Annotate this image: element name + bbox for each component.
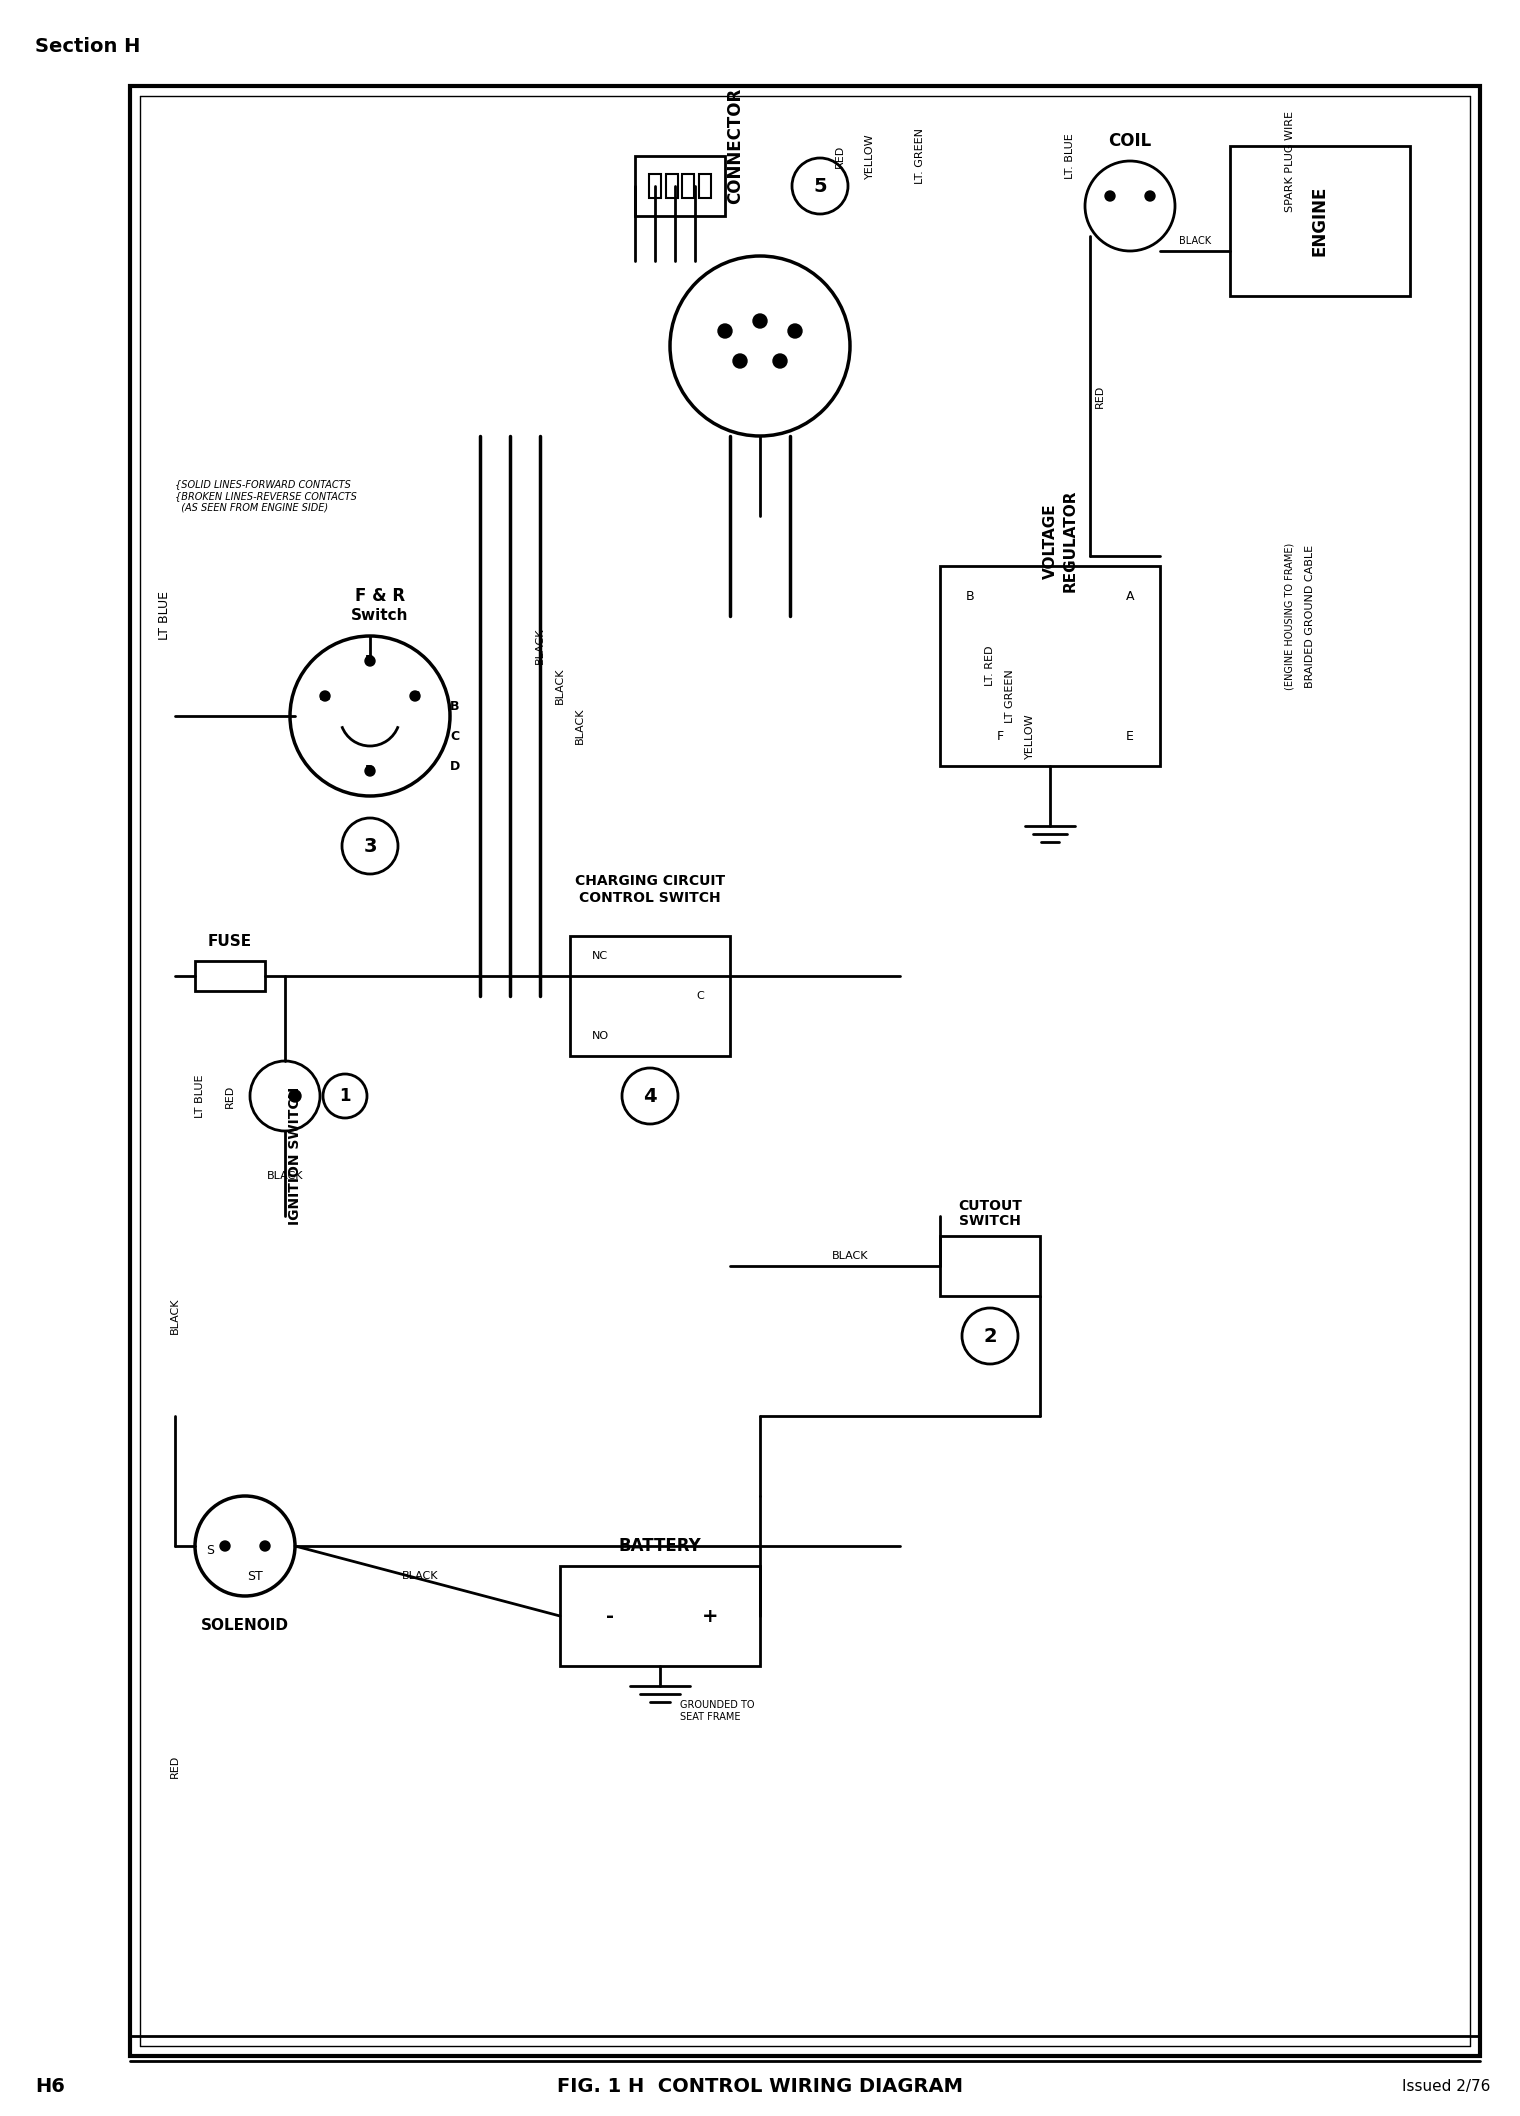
Text: BLACK: BLACK (555, 669, 565, 705)
Circle shape (717, 324, 733, 339)
Text: NC: NC (591, 950, 608, 961)
Text: Issued 2/76: Issued 2/76 (1401, 2078, 1490, 2093)
Bar (666, 174, 678, 199)
Circle shape (752, 313, 768, 328)
Text: BATTERY: BATTERY (619, 1536, 701, 1555)
Text: LT BLUE: LT BLUE (195, 1075, 205, 1117)
Text: YELLOW: YELLOW (865, 133, 876, 180)
Text: C: C (410, 690, 420, 703)
Text: FUSE: FUSE (208, 933, 252, 948)
Text: VOLTAGE: VOLTAGE (1043, 504, 1058, 580)
Text: ST: ST (248, 1570, 263, 1583)
Bar (649, 174, 661, 199)
Circle shape (365, 656, 375, 667)
Text: -: - (606, 1606, 614, 1625)
Text: BLACK: BLACK (535, 628, 546, 664)
Text: CUTOUT: CUTOUT (958, 1200, 1021, 1212)
Text: LT BLUE: LT BLUE (158, 592, 172, 641)
Text: A: A (1126, 590, 1134, 603)
Text: C: C (450, 730, 459, 743)
Text: SOLENOID: SOLENOID (201, 1619, 289, 1634)
Text: B: B (365, 654, 375, 667)
Bar (131, 87, 1480, 2057)
Text: 1: 1 (339, 1088, 351, 1105)
Text: BRAIDED GROUND CABLE: BRAIDED GROUND CABLE (1306, 544, 1315, 688)
Circle shape (787, 324, 803, 339)
Text: A: A (321, 690, 330, 703)
Bar (195, 961, 264, 990)
Text: H6: H6 (35, 2076, 65, 2095)
Circle shape (220, 1540, 230, 1551)
Text: Section H: Section H (35, 36, 140, 55)
Circle shape (365, 766, 375, 777)
Text: F: F (997, 730, 1003, 743)
Text: 4: 4 (643, 1086, 657, 1105)
Text: D: D (365, 764, 375, 777)
Text: RED: RED (1094, 385, 1105, 408)
Text: CONTROL SWITCH: CONTROL SWITCH (579, 891, 720, 906)
Text: FIG. 1 H  CONTROL WIRING DIAGRAM: FIG. 1 H CONTROL WIRING DIAGRAM (556, 2076, 964, 2095)
Text: BLACK: BLACK (575, 707, 585, 745)
Circle shape (289, 1090, 301, 1102)
Text: C: C (696, 990, 704, 1001)
Text: {SOLID LINES-FORWARD CONTACTS
{BROKEN LINES-REVERSE CONTACTS
  (AS SEEN FROM ENG: {SOLID LINES-FORWARD CONTACTS {BROKEN LI… (175, 480, 357, 512)
Bar (635, 157, 725, 216)
Text: LT. RED: LT. RED (985, 645, 996, 686)
Text: SWITCH: SWITCH (959, 1215, 1021, 1227)
Circle shape (733, 353, 746, 368)
Text: LT. BLUE: LT. BLUE (1066, 133, 1075, 180)
Circle shape (260, 1540, 271, 1551)
Text: ENGINE: ENGINE (1310, 186, 1328, 256)
Text: LT GREEN: LT GREEN (1005, 669, 1015, 724)
Text: B: B (965, 590, 974, 603)
Text: BLACK: BLACK (266, 1170, 304, 1181)
Circle shape (1105, 190, 1116, 201)
Bar (1230, 146, 1411, 296)
Bar (699, 174, 711, 199)
Text: (ENGINE HOUSING TO FRAME): (ENGINE HOUSING TO FRAME) (1284, 542, 1295, 690)
Text: Switch: Switch (351, 609, 409, 624)
Text: E: E (1126, 730, 1134, 743)
Text: CHARGING CIRCUIT: CHARGING CIRCUIT (575, 874, 725, 889)
Circle shape (410, 692, 420, 700)
Text: YELLOW: YELLOW (1024, 713, 1035, 760)
Text: COIL: COIL (1108, 131, 1152, 150)
Text: D: D (450, 760, 461, 772)
Text: F & R: F & R (356, 586, 404, 605)
Text: RED: RED (170, 1754, 179, 1777)
Text: S: S (207, 1545, 214, 1557)
Circle shape (1145, 190, 1155, 201)
Text: SPARK PLUG WIRE: SPARK PLUG WIRE (1284, 110, 1295, 212)
Text: LT. GREEN: LT. GREEN (915, 127, 926, 184)
Text: +: + (702, 1606, 719, 1625)
Text: 3: 3 (363, 836, 377, 855)
Text: BLACK: BLACK (170, 1297, 179, 1335)
Text: B: B (450, 700, 459, 713)
Text: REGULATOR: REGULATOR (1062, 489, 1078, 592)
Text: RED: RED (225, 1083, 236, 1107)
Text: 2: 2 (983, 1327, 997, 1346)
Text: BLACK: BLACK (831, 1251, 868, 1261)
Bar (939, 1236, 1040, 1295)
Text: GROUNDED TO
SEAT FRAME: GROUNDED TO SEAT FRAME (679, 1699, 754, 1722)
Text: NO: NO (591, 1030, 608, 1041)
Bar (682, 174, 695, 199)
Text: RED: RED (834, 144, 845, 167)
Text: BLACK: BLACK (401, 1570, 438, 1581)
Text: CONNECTOR: CONNECTOR (727, 89, 743, 203)
Circle shape (774, 353, 787, 368)
Circle shape (321, 692, 330, 700)
Bar (939, 565, 1160, 766)
Text: 5: 5 (813, 176, 827, 195)
Bar (570, 935, 730, 1056)
Text: IGNITION SWITCH: IGNITION SWITCH (287, 1088, 302, 1225)
Bar (559, 1566, 760, 1665)
Text: BLACK: BLACK (1180, 237, 1211, 245)
